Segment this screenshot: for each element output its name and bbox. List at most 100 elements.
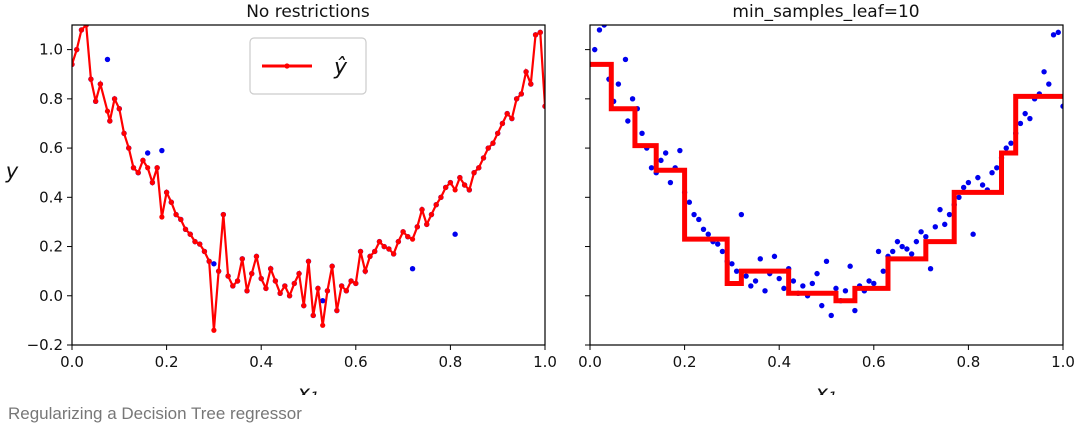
prediction-marker [159,214,165,220]
prediction-marker [457,175,463,181]
data-point [918,229,924,235]
prediction-marker [135,170,141,176]
data-point [648,165,655,171]
prediction-marker [268,266,274,272]
x-axis-label: x₁ [815,381,837,395]
data-point [629,96,636,102]
data-point [622,56,629,63]
prediction-marker [542,103,545,109]
data-point [1022,110,1028,117]
data-point [1003,145,1009,151]
prediction-marker [253,253,260,259]
data-point [913,238,920,245]
data-point [1060,103,1063,109]
y-tick-label: 0.2 [39,238,63,256]
data-point [743,273,749,279]
prediction-marker [334,307,340,314]
data-point [932,224,938,230]
prediction-marker [145,165,151,171]
data-point [662,150,669,156]
data-point [819,302,825,309]
data-point [894,238,901,245]
data-point [658,157,664,164]
prediction-marker [154,165,160,171]
data-point [890,248,896,255]
prediction-marker [301,303,307,309]
x-tick-label: 0.0 [578,353,602,371]
prediction-marker [315,285,321,291]
legend-label: ŷ [333,55,348,80]
data-point [104,56,111,63]
prediction-marker [466,187,472,193]
prediction-marker [353,280,359,287]
data-point [866,278,872,284]
data-point [1017,120,1024,127]
prediction-marker [111,96,118,102]
prediction-marker [130,165,137,171]
prediction-marker [244,288,250,294]
figure-caption: Regularizing a Decision Tree regressor [8,404,302,423]
prediction-marker [357,248,364,255]
prediction-marker [121,130,127,136]
data-point [975,174,981,181]
prediction-marker [216,268,222,274]
data-point [871,280,877,287]
prediction-marker [74,47,80,53]
data-point [762,288,768,294]
prediction-marker [504,111,510,117]
prediction-marker [329,263,335,269]
prediction-marker [173,211,179,218]
prediction-marker [485,145,491,151]
prediction-marker [88,76,94,82]
prediction-marker [495,130,501,136]
prediction-marker [362,268,368,274]
data-point [1050,32,1057,38]
prediction-marker [348,278,354,284]
axes-frame [71,24,546,346]
prediction-marker [471,170,477,176]
x-ticks: 0.0 0.2 0.4 0.6 0.8 1.0 [60,345,557,371]
y-axis-label: y [5,159,19,183]
prediction-marker [409,236,416,242]
data-point [159,147,165,154]
prediction-marker [197,241,203,247]
prediction-marker [296,271,302,277]
data-point [705,231,711,237]
prediction-marker [419,207,425,213]
prediction-marker [452,187,458,193]
prediction-marker [258,275,264,282]
prediction-marker [187,231,193,237]
data-point [956,194,962,201]
prediction-marker [93,98,99,104]
data-point [738,211,745,218]
x-tick-label: 0.6 [862,353,886,371]
prediction-marker [149,179,156,186]
chart-title: min_samples_leaf=10 [732,2,919,22]
data-point [757,256,763,262]
data-point [715,241,721,247]
prediction-marker [230,283,236,289]
prediction-marker [211,327,217,333]
data-point [828,312,834,319]
prediction-series [590,61,1063,304]
prediction-marker [499,120,506,127]
x-tick-label: 0.8 [956,353,980,371]
data-point [970,231,976,237]
prediction-marker [320,322,326,328]
x-tick-label: 0.6 [344,353,368,371]
prediction-marker [178,216,184,223]
prediction-marker [249,271,255,277]
prediction-marker [514,96,520,102]
prediction-marker [414,224,420,230]
prediction-marker [443,184,449,191]
prediction-marker [286,293,293,299]
data-point [1008,140,1014,146]
data-point [752,278,759,284]
data-point [937,206,943,213]
data-point [596,27,603,33]
prediction-marker [400,229,406,235]
y-tick-label: −0.2 [27,336,63,354]
data-point [729,261,735,267]
prediction-series [72,25,545,333]
prediction-marker [381,243,387,250]
